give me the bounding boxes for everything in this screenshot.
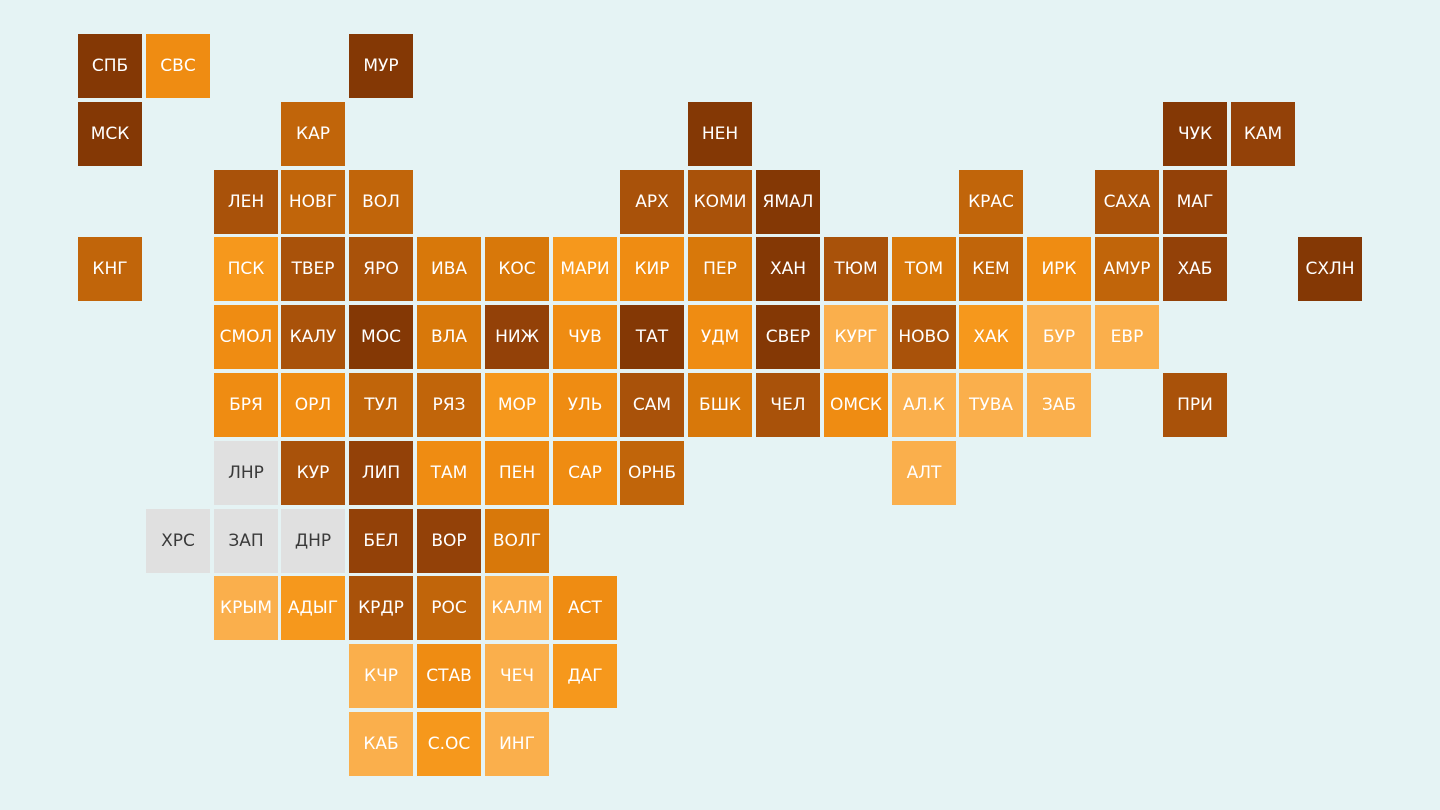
region-tile[interactable]: ТЮМ <box>824 237 888 301</box>
region-tile[interactable]: СМОЛ <box>214 305 278 369</box>
region-tile[interactable]: ТВЕР <box>281 237 345 301</box>
region-tile[interactable]: ХАБ <box>1163 237 1227 301</box>
region-tile[interactable]: ЯРО <box>349 237 413 301</box>
region-tile[interactable]: ТОМ <box>892 237 956 301</box>
region-tile[interactable]: УЛЬ <box>553 373 617 437</box>
region-tile[interactable]: РЯЗ <box>417 373 481 437</box>
region-tile[interactable]: КИР <box>620 237 684 301</box>
region-tile[interactable]: СВЕР <box>756 305 820 369</box>
region-tile[interactable]: КОМИ <box>688 170 752 234</box>
region-tile[interactable]: ЛЕН <box>214 170 278 234</box>
region-tile[interactable]: МСК <box>78 102 142 166</box>
region-tile[interactable]: ЛИП <box>349 441 413 505</box>
region-tile[interactable]: КУР <box>281 441 345 505</box>
region-tile[interactable]: КУРГ <box>824 305 888 369</box>
region-tile[interactable]: ОМСК <box>824 373 888 437</box>
region-tile[interactable]: ЗАБ <box>1027 373 1091 437</box>
region-tile[interactable]: ТАМ <box>417 441 481 505</box>
region-tile[interactable]: ЧЕЛ <box>756 373 820 437</box>
region-tile[interactable]: САМ <box>620 373 684 437</box>
region-tile[interactable]: СХЛН <box>1298 237 1362 301</box>
region-tile[interactable]: СТАВ <box>417 644 481 708</box>
region-tile[interactable]: ДНР <box>281 509 345 573</box>
region-tile[interactable]: НЕН <box>688 102 752 166</box>
region-tile[interactable]: МОС <box>349 305 413 369</box>
region-tile[interactable]: ИНГ <box>485 712 549 776</box>
region-tile[interactable]: НОВО <box>892 305 956 369</box>
region-tile[interactable]: ИРК <box>1027 237 1091 301</box>
region-tile[interactable]: АРХ <box>620 170 684 234</box>
region-tile[interactable]: ОРЛ <box>281 373 345 437</box>
region-tile[interactable]: С.ОС <box>417 712 481 776</box>
region-tile[interactable]: АСТ <box>553 576 617 640</box>
region-tile[interactable]: ЧУК <box>1163 102 1227 166</box>
region-tile[interactable]: КОС <box>485 237 549 301</box>
region-tile[interactable]: ХАК <box>959 305 1023 369</box>
region-tile[interactable]: ВОЛ <box>349 170 413 234</box>
region-tile[interactable]: АДЫГ <box>281 576 345 640</box>
region-tile[interactable]: КАР <box>281 102 345 166</box>
region-tile[interactable]: КРАС <box>959 170 1023 234</box>
region-tile[interactable]: ТАТ <box>620 305 684 369</box>
region-tile[interactable]: САХА <box>1095 170 1159 234</box>
region-tile[interactable]: ПЕР <box>688 237 752 301</box>
region-tile[interactable]: ЗАП <box>214 509 278 573</box>
region-tile[interactable]: ЧЕЧ <box>485 644 549 708</box>
region-tile[interactable]: КАЛУ <box>281 305 345 369</box>
region-tile[interactable]: МОР <box>485 373 549 437</box>
region-tile[interactable]: АМУР <box>1095 237 1159 301</box>
region-tile[interactable]: ПСК <box>214 237 278 301</box>
region-tile[interactable]: ХАН <box>756 237 820 301</box>
region-tile[interactable]: БЕЛ <box>349 509 413 573</box>
region-tile[interactable]: МАРИ <box>553 237 617 301</box>
region-tile[interactable]: БШК <box>688 373 752 437</box>
region-tile[interactable]: УДМ <box>688 305 752 369</box>
region-tile[interactable]: НОВГ <box>281 170 345 234</box>
region-tile[interactable]: ЯМАЛ <box>756 170 820 234</box>
region-tile[interactable]: ТУВА <box>959 373 1023 437</box>
region-tile[interactable]: КАМ <box>1231 102 1295 166</box>
region-tile[interactable]: ТУЛ <box>349 373 413 437</box>
region-tile[interactable]: КНГ <box>78 237 142 301</box>
region-tile[interactable]: МАГ <box>1163 170 1227 234</box>
region-tile[interactable]: КАБ <box>349 712 413 776</box>
region-tile[interactable]: ИВА <box>417 237 481 301</box>
region-tile[interactable]: НИЖ <box>485 305 549 369</box>
region-tile[interactable]: ЕВР <box>1095 305 1159 369</box>
region-tile[interactable]: РОС <box>417 576 481 640</box>
region-tile[interactable]: КРЫМ <box>214 576 278 640</box>
region-tile[interactable]: БУР <box>1027 305 1091 369</box>
region-tile[interactable]: АЛ.К <box>892 373 956 437</box>
region-tile[interactable]: КЧР <box>349 644 413 708</box>
region-tile[interactable]: БРЯ <box>214 373 278 437</box>
region-tile[interactable]: ХРС <box>146 509 210 573</box>
region-tile[interactable]: КЕМ <box>959 237 1023 301</box>
region-tile[interactable]: ВОР <box>417 509 481 573</box>
region-tile[interactable]: ВЛА <box>417 305 481 369</box>
region-tile[interactable]: ОРНБ <box>620 441 684 505</box>
region-tile[interactable]: КРДР <box>349 576 413 640</box>
region-tile[interactable]: ПРИ <box>1163 373 1227 437</box>
region-tile[interactable]: ПЕН <box>485 441 549 505</box>
region-tile[interactable]: КАЛМ <box>485 576 549 640</box>
region-tile[interactable]: САР <box>553 441 617 505</box>
region-tile[interactable]: МУР <box>349 34 413 98</box>
region-tile[interactable]: ЧУВ <box>553 305 617 369</box>
region-tile[interactable]: ВОЛГ <box>485 509 549 573</box>
region-tile[interactable]: ДАГ <box>553 644 617 708</box>
region-tile[interactable]: СПБ <box>78 34 142 98</box>
region-tile[interactable]: СВС <box>146 34 210 98</box>
region-tile[interactable]: ЛНР <box>214 441 278 505</box>
region-tile[interactable]: АЛТ <box>892 441 956 505</box>
